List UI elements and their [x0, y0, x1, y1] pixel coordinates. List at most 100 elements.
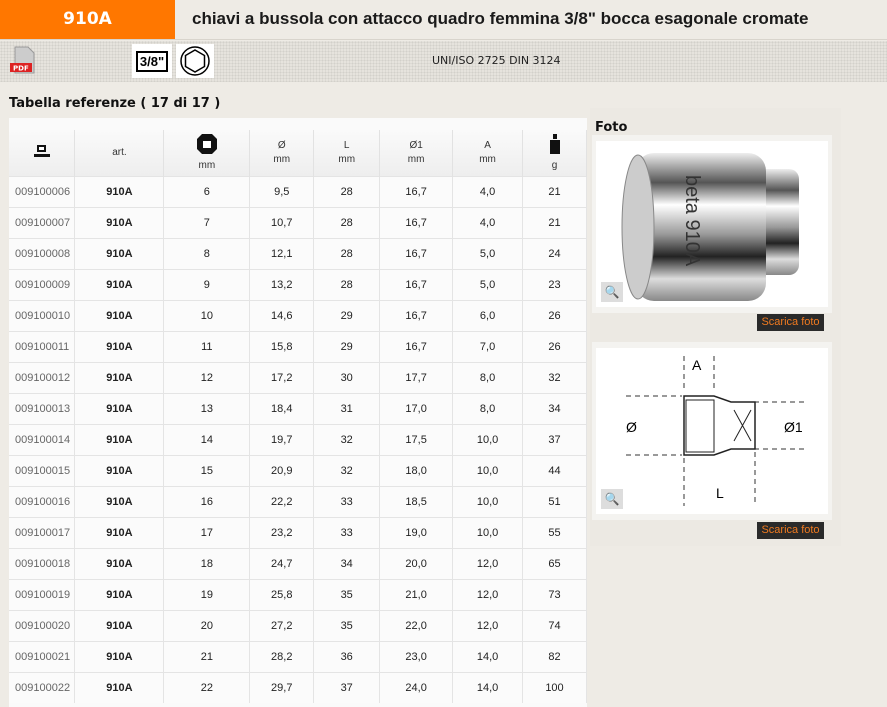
- cell-weight: 55: [522, 516, 587, 548]
- cell-weight: 51: [522, 485, 587, 517]
- cell-l: 36: [313, 640, 381, 672]
- cell-d1: 16,7: [379, 268, 454, 300]
- cell-d: 22,2: [249, 485, 315, 517]
- title-bar: 910A chiavi a bussola con attacco quadro…: [0, 0, 887, 40]
- cell-l: 29: [313, 330, 381, 362]
- cell-l: 33: [313, 485, 381, 517]
- cell-a: 10,0: [452, 485, 523, 517]
- cell-code: 009100014: [9, 423, 76, 455]
- col-unit: mm: [407, 154, 425, 166]
- zoom-photo-button[interactable]: 🔍: [601, 282, 623, 302]
- cell-code: 009100011: [9, 330, 76, 362]
- table-row[interactable]: 009100012 910A 12 17,2 30 17,7 8,0 32: [9, 361, 587, 393]
- cell-size: 16: [163, 485, 251, 517]
- cell-l: 28: [313, 268, 381, 300]
- cell-art: 910A: [74, 671, 165, 703]
- cell-d: 29,7: [249, 671, 315, 703]
- table-row[interactable]: 009100020 910A 20 27,2 35 22,0 12,0 74: [9, 609, 587, 641]
- cell-d1: 16,7: [379, 175, 454, 207]
- product-code: 910A: [0, 0, 175, 39]
- drive-size-badge: 3/8": [132, 44, 172, 78]
- cell-code: 009100017: [9, 516, 76, 548]
- col-header-art: art.: [74, 130, 165, 176]
- cell-d: 17,2: [249, 361, 315, 393]
- col-header-size: mm: [163, 130, 251, 176]
- cell-a: 10,0: [452, 454, 523, 486]
- cell-art: 910A: [74, 206, 165, 238]
- cell-art: 910A: [74, 268, 165, 300]
- cell-size: 18: [163, 547, 251, 579]
- label-d: Ø: [626, 419, 637, 435]
- cell-a: 4,0: [452, 175, 523, 207]
- pdf-download-icon[interactable]: PDF: [9, 45, 37, 77]
- product-photo-box: beta 910A 🔍: [592, 135, 832, 313]
- cell-l: 28: [313, 206, 381, 238]
- table-row[interactable]: 009100018 910A 18 24,7 34 20,0 12,0 65: [9, 547, 587, 579]
- cell-d: 12,1: [249, 237, 315, 269]
- cell-code: 009100008: [9, 237, 76, 269]
- cell-l: 33: [313, 516, 381, 548]
- table-row[interactable]: 009100017 910A 17 23,2 33 19,0 10,0 55: [9, 516, 587, 548]
- cell-weight: 24: [522, 237, 587, 269]
- cell-size: 19: [163, 578, 251, 610]
- cell-weight: 73: [522, 578, 587, 610]
- download-drawing-button[interactable]: Scarica foto: [757, 522, 824, 539]
- cell-weight: 21: [522, 206, 587, 238]
- table-row[interactable]: 009100010 910A 10 14,6 29 16,7 6,0 26: [9, 299, 587, 331]
- cell-a: 14,0: [452, 671, 523, 703]
- cell-l: 31: [313, 392, 381, 424]
- cell-code: 009100006: [9, 175, 76, 207]
- table-row[interactable]: 009100009 910A 9 13,2 28 16,7 5,0 23: [9, 268, 587, 300]
- cell-l: 34: [313, 547, 381, 579]
- cell-size: 10: [163, 299, 251, 331]
- col-header-d1: Ø1 mm: [379, 130, 454, 176]
- toolbar: PDF 3/8" UNI/ISO 2725 DIN 3124: [0, 41, 887, 82]
- pdf-label: PDF: [13, 65, 29, 73]
- cell-d: 19,7: [249, 423, 315, 455]
- norm-standards: UNI/ISO 2725 DIN 3124: [432, 54, 561, 67]
- cell-art: 910A: [74, 485, 165, 517]
- cell-weight: 82: [522, 640, 587, 672]
- drive-size-label: 3/8": [135, 50, 169, 72]
- zoom-drawing-button[interactable]: 🔍: [601, 489, 623, 509]
- table-row[interactable]: 009100022 910A 22 29,7 37 24,0 14,0 100: [9, 671, 587, 703]
- photo-title: Foto: [595, 120, 628, 135]
- cell-weight: 37: [522, 423, 587, 455]
- magnifier-icon: 🔍: [604, 492, 620, 506]
- cell-art: 910A: [74, 423, 165, 455]
- cell-d1: 23,0: [379, 640, 454, 672]
- col-unit: g: [551, 160, 558, 172]
- cell-d1: 18,0: [379, 454, 454, 486]
- cell-l: 32: [313, 423, 381, 455]
- cell-d1: 17,5: [379, 423, 454, 455]
- table-row[interactable]: 009100014 910A 14 19,7 32 17,5 10,0 37: [9, 423, 587, 455]
- table-row[interactable]: 009100007 910A 7 10,7 28 16,7 4,0 21: [9, 206, 587, 238]
- cell-code: 009100015: [9, 454, 76, 486]
- table-row[interactable]: 009100015 910A 15 20,9 32 18,0 10,0 44: [9, 454, 587, 486]
- cell-l: 32: [313, 454, 381, 486]
- col-header-weight: g: [522, 130, 587, 176]
- download-photo-button[interactable]: Scarica foto: [757, 314, 824, 331]
- technical-drawing[interactable]: A Ø Ø1 L 🔍: [596, 348, 828, 514]
- cell-code: 009100012: [9, 361, 76, 393]
- table-row[interactable]: 009100019 910A 19 25,8 35 21,0 12,0 73: [9, 578, 587, 610]
- table-row[interactable]: 009100016 910A 16 22,2 33 18,5 10,0 51: [9, 485, 587, 517]
- table-row[interactable]: 009100013 910A 13 18,4 31 17,0 8,0 34: [9, 392, 587, 424]
- table-row[interactable]: 009100021 910A 21 28,2 36 23,0 14,0 82: [9, 640, 587, 672]
- label-a: A: [692, 357, 702, 373]
- cell-weight: 21: [522, 175, 587, 207]
- cell-l: 28: [313, 175, 381, 207]
- cell-code: 009100016: [9, 485, 76, 517]
- table-row[interactable]: 009100008 910A 8 12,1 28 16,7 5,0 24: [9, 237, 587, 269]
- cell-size: 22: [163, 671, 251, 703]
- label-l: L: [716, 485, 724, 501]
- table-row[interactable]: 009100011 910A 11 15,8 29 16,7 7,0 26: [9, 330, 587, 362]
- label-d1: Ø1: [784, 419, 803, 435]
- table-row[interactable]: 009100006 910A 6 9,5 28 16,7 4,0 21: [9, 175, 587, 207]
- product-photo[interactable]: beta 910A 🔍: [596, 141, 828, 307]
- cell-d: 25,8: [249, 578, 315, 610]
